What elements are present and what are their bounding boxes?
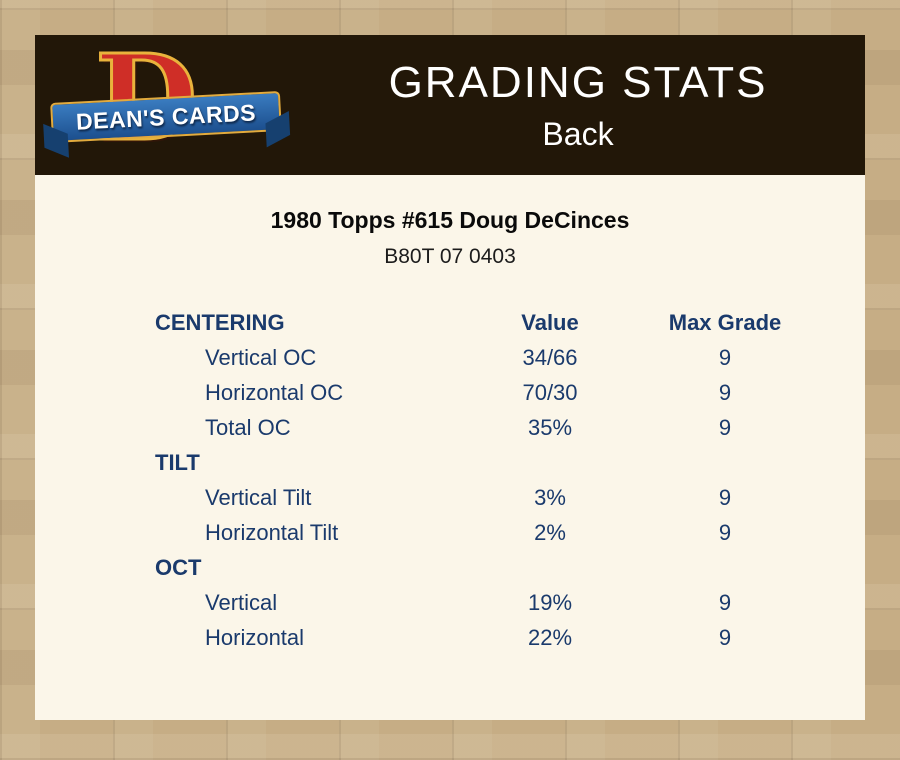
section-header-tilt: TILT: [155, 445, 865, 480]
stat-row-vertical-tilt: Vertical Tilt 3% 9: [155, 480, 865, 515]
stats-panel: 1980 Topps #615 Doug DeCinces B80T 07 04…: [35, 175, 865, 720]
section-header-centering: CENTERING: [155, 309, 285, 335]
stat-label: Vertical OC: [205, 344, 317, 370]
stat-max-grade: 9: [718, 414, 732, 440]
stat-max-grade: 9: [718, 344, 732, 370]
stat-value: 2%: [534, 519, 566, 545]
page-subtitle-back: Back: [542, 115, 614, 152]
stat-label: Total OC: [205, 414, 291, 440]
stat-value: 35%: [527, 414, 573, 440]
column-header-value: Value: [521, 309, 579, 335]
card-title: 1980 Topps #615 Doug DeCinces: [270, 207, 630, 233]
stat-row-total-oc: Total OC 35% 9: [155, 410, 865, 445]
column-header-max-grade: Max Grade: [668, 309, 782, 335]
grading-stats-table: CENTERING Value Max Grade Vertical OC 34…: [155, 305, 865, 655]
page-title: GRADING STATS: [388, 57, 768, 107]
stat-value: 19%: [527, 589, 573, 615]
stat-row-vertical-oc: Vertical OC 34/66 9: [155, 340, 865, 375]
card-serial-number: B80T 07 0403: [384, 245, 516, 268]
stat-value: 3%: [534, 484, 566, 510]
header-titles: GRADING STATS Back: [315, 58, 865, 153]
stat-label: Horizontal: [205, 624, 305, 650]
section-label: OCT: [155, 554, 202, 580]
table-header-row: CENTERING Value Max Grade: [155, 305, 865, 340]
stat-row-horizontal-oc: Horizontal OC 70/30 9: [155, 375, 865, 410]
section-label: TILT: [155, 449, 200, 475]
logo-brand-text: DEAN'S CARDS: [75, 98, 257, 135]
stat-max-grade: 9: [718, 624, 732, 650]
header-bar: D DEAN'S CARDS GRADING STATS Back: [35, 29, 865, 175]
stat-label: Vertical: [205, 589, 278, 615]
stat-label: Vertical Tilt: [205, 484, 312, 510]
stat-label: Horizontal OC: [205, 379, 344, 405]
stat-row-horizontal-tilt: Horizontal Tilt 2% 9: [155, 515, 865, 550]
stat-value: 70/30: [522, 379, 578, 405]
deans-cards-logo[interactable]: D DEAN'S CARDS: [35, 29, 315, 175]
stat-max-grade: 9: [718, 519, 732, 545]
stat-label: Horizontal Tilt: [205, 519, 339, 545]
stat-row-horizontal-oct: Horizontal 22% 9: [155, 620, 865, 655]
stat-row-vertical-oct: Vertical 19% 9: [155, 585, 865, 620]
stat-value: 22%: [527, 624, 573, 650]
stat-max-grade: 9: [718, 484, 732, 510]
stat-max-grade: 9: [718, 589, 732, 615]
logo-banner-ribbon: DEAN'S CARDS: [50, 91, 282, 143]
section-header-oct: OCT: [155, 550, 865, 585]
stat-value: 34/66: [522, 344, 578, 370]
stat-max-grade: 9: [718, 379, 732, 405]
